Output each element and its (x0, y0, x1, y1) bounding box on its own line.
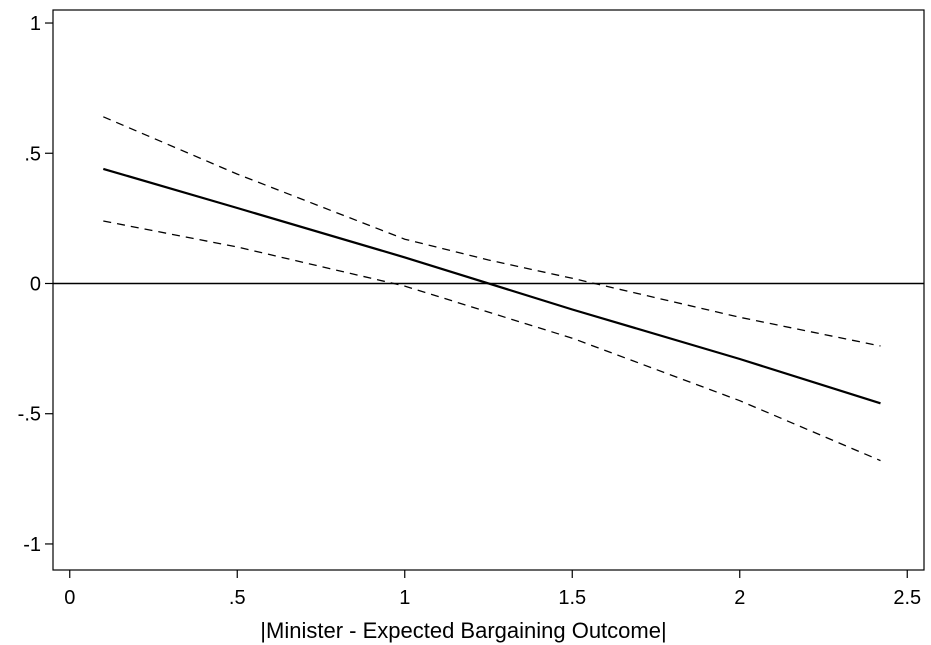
y-tick-label: 0 (30, 273, 41, 295)
y-tick-label: .5 (24, 143, 41, 165)
y-tick-label: 1 (30, 13, 41, 35)
estimate-line (102, 167, 881, 405)
x-tick-label: .5 (229, 587, 246, 609)
upper-ci-line (103, 116, 881, 347)
x-axis: 0 .5 1 1.5 2 2.5 (64, 570, 921, 609)
y-tick-label: -.5 (18, 404, 41, 426)
x-tick-label: 0 (64, 587, 75, 609)
x-tick-label: 1 (399, 587, 410, 609)
x-tick-label: 2.5 (893, 587, 921, 609)
x-tick-label: 1.5 (558, 587, 586, 609)
plot-frame (52, 9, 925, 571)
series-layer (102, 116, 881, 462)
lower-ci-line (103, 220, 881, 462)
y-tick-label: -1 (23, 534, 41, 556)
y-axis: -1 -.5 0 .5 1 (18, 13, 53, 556)
x-tick-label: 2 (734, 587, 745, 609)
x-axis-title: |Minister - Expected Bargaining Outcome| (260, 618, 666, 643)
